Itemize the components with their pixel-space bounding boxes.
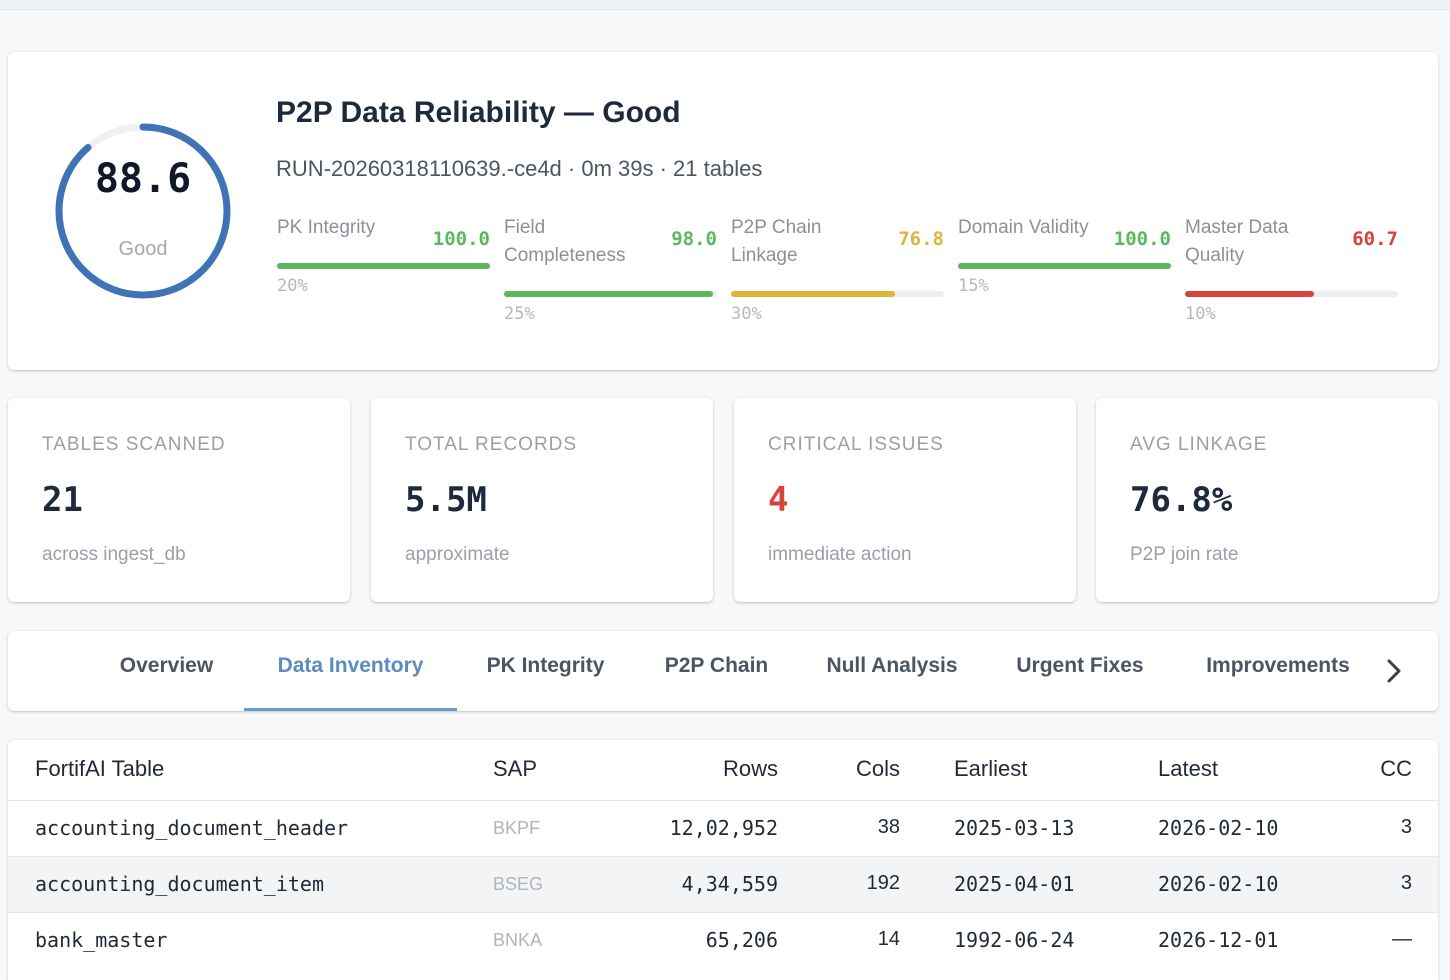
cell-earliest: 2025-03-13 <box>954 816 1075 840</box>
metric-master-data-quality: Master Data Quality 60.7 10% <box>1185 214 1398 334</box>
kpi-label: AVG LINKAGE <box>1130 434 1268 455</box>
metric-bar-track <box>277 263 490 269</box>
table-row[interactable]: bank_master BNKA 65,206 14 1992-06-24 20… <box>8 912 1438 968</box>
kpi-label: TABLES SCANNED <box>42 434 226 455</box>
cell-cols: 14 <box>877 928 900 950</box>
column-header-earliest[interactable]: Earliest <box>954 756 1028 781</box>
metric-bar-track <box>504 291 717 297</box>
cell-earliest: 1992-06-24 <box>954 928 1075 952</box>
metric-domain-validity: Domain Validity 100.0 15% <box>958 214 1171 334</box>
metric-pk-integrity: PK Integrity 100.0 20% <box>277 214 490 334</box>
kpi-value: 76.8% <box>1130 480 1233 520</box>
tab-data-inventory[interactable]: Data Inventory <box>244 631 457 711</box>
metric-bar-track <box>731 291 944 297</box>
cell-latest: 2026-12-01 <box>1158 928 1279 952</box>
cell-earliest: 2025-04-01 <box>954 872 1075 896</box>
reliability-summary-card: 88.6 Good P2P Data Reliability — Good RU… <box>8 52 1438 370</box>
cell-sap: BKPF <box>493 818 541 838</box>
kpi-tables-scanned: TABLES SCANNED 21 across ingest_db <box>8 398 350 602</box>
metric-value: 100.0 <box>432 228 490 250</box>
kpi-label: TOTAL RECORDS <box>405 434 578 455</box>
cell-sap: BSEG <box>493 874 544 894</box>
metric-bar-fill <box>1185 291 1315 297</box>
data-inventory-table: FortifAI Table SAP Rows Cols Earliest La… <box>8 740 1438 980</box>
metric-weight: 15% <box>958 276 989 296</box>
metric-label: PK Integrity <box>277 217 376 238</box>
cell-cc: 3 <box>1400 816 1412 838</box>
cell-cols: 192 <box>866 872 900 894</box>
cell-cols: 38 <box>877 816 900 838</box>
metric-weight: 20% <box>277 276 308 296</box>
tab-overview[interactable]: Overview <box>119 654 214 677</box>
column-header-cols[interactable]: Cols <box>855 756 900 781</box>
score-gauge <box>55 123 231 299</box>
metric-value: 60.7 <box>1352 228 1398 250</box>
chevron-right-icon[interactable] <box>1380 655 1408 687</box>
metric-label: Field Completeness <box>504 217 626 266</box>
column-header-latest[interactable]: Latest <box>1158 756 1218 781</box>
metric-p2p-chain-linkage: P2P Chain Linkage 76.8 30% <box>731 214 944 334</box>
metric-weight: 10% <box>1185 304 1216 324</box>
score-value: 88.6 <box>94 156 192 202</box>
table-row[interactable]: accounting_document_header BKPF 12,02,95… <box>8 800 1438 856</box>
score-gauge-arc <box>55 123 231 299</box>
table-row[interactable]: accounting_document_item BSEG 4,34,559 1… <box>8 856 1438 912</box>
kpi-subtext: across ingest_db <box>42 544 186 565</box>
kpi-value: 5.5M <box>405 480 487 520</box>
metric-label: Master Data Quality <box>1185 217 1289 266</box>
cell-cc: 3 <box>1400 872 1412 894</box>
cell-table-name: accounting_document_item <box>35 872 324 896</box>
cell-rows: 12,02,952 <box>669 816 778 840</box>
metric-bar-fill <box>504 291 713 297</box>
tab-p2p-chain[interactable]: P2P Chain <box>664 654 769 677</box>
cell-rows: 4,34,559 <box>681 872 778 896</box>
metric-value: 76.8 <box>898 228 944 250</box>
metric-bar-track <box>958 263 1171 269</box>
metric-value: 100.0 <box>1113 228 1171 250</box>
tab-null-analysis[interactable]: Null Analysis <box>826 654 958 677</box>
metric-bar-fill <box>277 263 490 269</box>
metric-field-completeness: Field Completeness 98.0 25% <box>504 214 717 334</box>
kpi-critical-issues: CRITICAL ISSUES 4 immediate action <box>734 398 1076 602</box>
cell-sap: BNKA <box>493 930 543 950</box>
section-tabs: Overview Data Inventory PK Integrity P2P… <box>8 631 1438 711</box>
kpi-subtext: P2P join rate <box>1130 544 1239 565</box>
cell-table-name: accounting_document_header <box>35 816 349 840</box>
kpi-subtext: approximate <box>405 544 510 565</box>
column-header-table[interactable]: FortifAI Table <box>35 756 165 781</box>
column-header-sap[interactable]: SAP <box>493 756 538 781</box>
kpi-value: 4 <box>768 480 789 520</box>
run-info: RUN-20260318110639.-ce4d · 0m 39s · 21 t… <box>276 156 763 181</box>
cell-latest: 2026-02-10 <box>1158 816 1279 840</box>
tab-improvements[interactable]: Improvements <box>1206 654 1350 677</box>
metric-value: 98.0 <box>671 228 717 250</box>
page-title: P2P Data Reliability — Good <box>276 96 681 129</box>
metric-bar-fill <box>731 291 895 297</box>
cell-table-name: bank_master <box>35 928 168 952</box>
cell-cc: — <box>1392 928 1412 950</box>
column-header-cc[interactable]: CC <box>1380 756 1412 781</box>
kpi-label: CRITICAL ISSUES <box>768 434 944 455</box>
metric-bar-track <box>1185 291 1398 297</box>
metric-bar-fill <box>958 263 1171 269</box>
score-label: Good <box>118 238 168 260</box>
top-bar <box>0 0 1450 10</box>
column-header-rows[interactable]: Rows <box>722 756 778 781</box>
metric-label: Domain Validity <box>958 217 1089 238</box>
metric-weight: 30% <box>731 304 762 324</box>
metric-label: P2P Chain Linkage <box>731 217 822 266</box>
kpi-subtext: immediate action <box>768 544 912 565</box>
kpi-avg-linkage: AVG LINKAGE 76.8% P2P join rate <box>1096 398 1438 602</box>
kpi-value: 21 <box>42 480 83 520</box>
kpi-total-records: TOTAL RECORDS 5.5M approximate <box>371 398 713 602</box>
tab-pk-integrity[interactable]: PK Integrity <box>486 654 605 677</box>
metric-weight: 25% <box>504 304 535 324</box>
cell-rows: 65,206 <box>705 928 778 952</box>
cell-latest: 2026-02-10 <box>1158 872 1279 896</box>
tab-urgent-fixes[interactable]: Urgent Fixes <box>1016 654 1144 677</box>
